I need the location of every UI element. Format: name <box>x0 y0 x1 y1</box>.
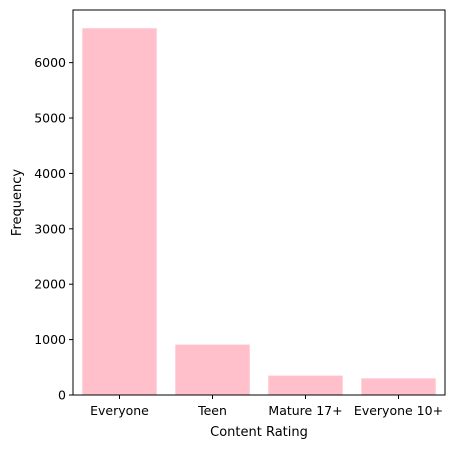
bar-teen <box>175 344 250 395</box>
y-axis-ticks: 0 1000 2000 3000 4000 5000 6000 <box>34 55 73 403</box>
x-axis-label: Content Rating <box>210 425 308 440</box>
bar-mature-17 <box>268 375 343 395</box>
bars-group <box>82 28 436 395</box>
y-tick-label: 5000 <box>34 111 66 126</box>
y-tick-label: 0 <box>58 388 66 403</box>
y-tick-label: 1000 <box>34 332 66 347</box>
plot-frame <box>72 9 446 396</box>
x-tick-label: Everyone <box>90 403 149 418</box>
bar-everyone-10 <box>361 378 436 395</box>
y-tick-label: 3000 <box>34 221 66 236</box>
x-axis-ticks: Everyone Teen Mature 17+ Everyone 10+ <box>90 395 443 418</box>
y-tick-label: 2000 <box>34 277 66 292</box>
x-tick-label: Mature 17+ <box>268 403 342 418</box>
bar-everyone <box>82 28 157 395</box>
x-tick-label: Everyone 10+ <box>354 403 443 418</box>
y-tick-label: 4000 <box>34 166 66 181</box>
x-tick-label: Teen <box>197 403 227 418</box>
y-tick-label: 6000 <box>34 55 66 70</box>
y-axis-label: Frequency <box>10 169 25 236</box>
